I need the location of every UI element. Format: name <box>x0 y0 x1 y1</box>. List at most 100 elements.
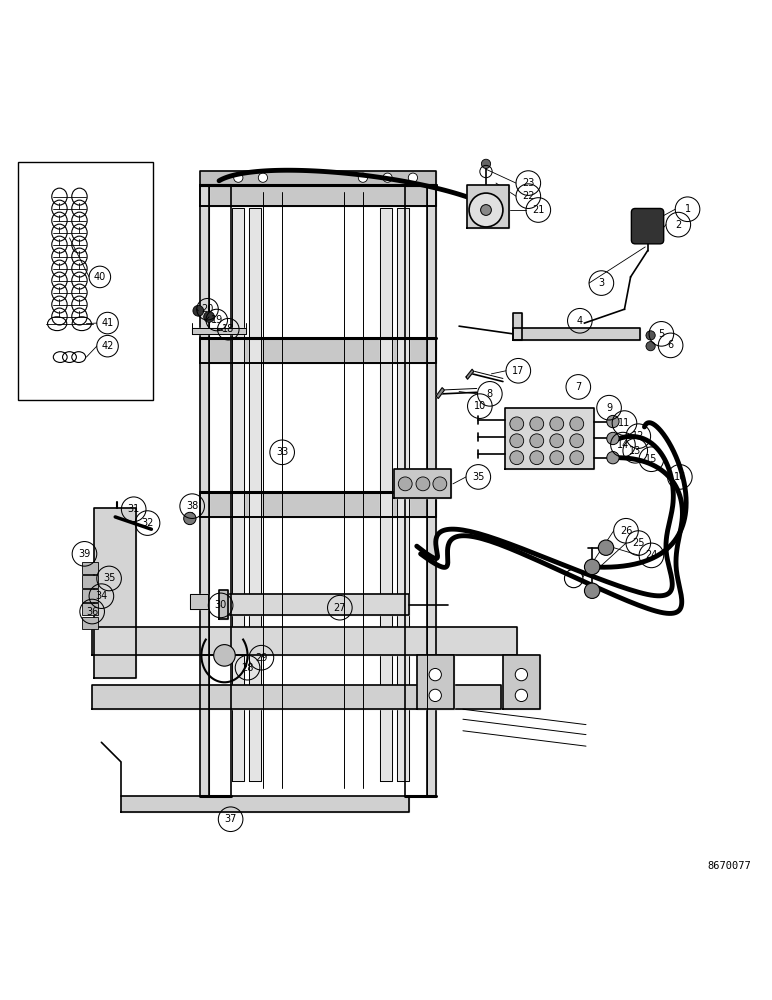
Polygon shape <box>120 796 409 812</box>
Text: 33: 33 <box>276 447 288 457</box>
Text: 27: 27 <box>334 603 346 613</box>
Polygon shape <box>467 185 509 228</box>
Text: 41: 41 <box>101 318 113 328</box>
Polygon shape <box>200 185 209 796</box>
Text: 35: 35 <box>103 573 115 583</box>
FancyBboxPatch shape <box>631 208 664 244</box>
Text: 18: 18 <box>222 324 235 334</box>
Circle shape <box>530 417 543 431</box>
Polygon shape <box>200 338 436 363</box>
Polygon shape <box>200 185 436 206</box>
Text: 13: 13 <box>629 446 642 456</box>
Text: 14: 14 <box>617 440 629 450</box>
Polygon shape <box>200 492 436 517</box>
Circle shape <box>358 173 367 182</box>
Text: 28: 28 <box>242 663 254 673</box>
Circle shape <box>584 559 600 575</box>
Polygon shape <box>249 208 262 781</box>
Polygon shape <box>513 313 522 340</box>
Circle shape <box>214 645 235 666</box>
Text: 20: 20 <box>201 304 214 314</box>
Polygon shape <box>394 469 452 498</box>
Polygon shape <box>219 590 229 619</box>
Text: 35: 35 <box>472 472 485 482</box>
Text: 1: 1 <box>685 204 691 214</box>
Text: 31: 31 <box>127 504 140 514</box>
Circle shape <box>584 583 600 598</box>
Text: 15: 15 <box>645 454 658 464</box>
Text: 3: 3 <box>598 278 604 288</box>
Polygon shape <box>380 208 392 781</box>
Circle shape <box>429 689 442 702</box>
Circle shape <box>398 477 412 491</box>
Text: 11: 11 <box>618 418 631 428</box>
Text: 8670077: 8670077 <box>708 861 751 871</box>
Circle shape <box>408 173 418 182</box>
Text: 34: 34 <box>95 591 107 601</box>
Text: 17: 17 <box>512 366 524 376</box>
Polygon shape <box>192 328 246 334</box>
Bar <box>19 162 153 400</box>
Text: 32: 32 <box>141 518 154 528</box>
Text: 2: 2 <box>676 220 682 230</box>
Polygon shape <box>505 408 594 469</box>
Circle shape <box>607 415 619 428</box>
Circle shape <box>234 173 243 182</box>
Polygon shape <box>427 185 436 796</box>
Text: 36: 36 <box>86 607 98 617</box>
Polygon shape <box>92 627 516 655</box>
Text: 24: 24 <box>645 550 658 560</box>
Text: 8: 8 <box>487 389 493 399</box>
Polygon shape <box>190 594 208 609</box>
Circle shape <box>570 451 584 465</box>
Text: 26: 26 <box>620 526 632 536</box>
Polygon shape <box>436 388 445 398</box>
Circle shape <box>433 477 447 491</box>
Polygon shape <box>466 369 474 379</box>
Circle shape <box>510 417 523 431</box>
Circle shape <box>481 205 492 215</box>
Bar <box>82 575 97 588</box>
Bar <box>82 603 97 615</box>
Circle shape <box>429 668 442 681</box>
Circle shape <box>204 312 215 322</box>
Text: 42: 42 <box>101 341 113 351</box>
Circle shape <box>482 159 491 168</box>
Circle shape <box>530 434 543 448</box>
Text: 10: 10 <box>474 401 486 411</box>
Bar <box>82 589 97 602</box>
Text: 4: 4 <box>577 316 583 326</box>
Text: 37: 37 <box>225 814 237 824</box>
Text: 7: 7 <box>575 382 581 392</box>
Circle shape <box>570 417 584 431</box>
Circle shape <box>607 432 619 445</box>
Circle shape <box>550 451 564 465</box>
Polygon shape <box>92 685 501 709</box>
Polygon shape <box>417 655 454 709</box>
Text: 19: 19 <box>211 315 223 325</box>
Circle shape <box>193 305 204 316</box>
Circle shape <box>515 668 527 681</box>
Text: 9: 9 <box>606 403 612 413</box>
Text: 22: 22 <box>522 191 534 201</box>
Circle shape <box>510 451 523 465</box>
Polygon shape <box>503 655 540 709</box>
Text: 38: 38 <box>186 501 198 511</box>
Circle shape <box>416 477 430 491</box>
Polygon shape <box>200 171 436 185</box>
Circle shape <box>469 193 503 227</box>
Circle shape <box>570 434 584 448</box>
Text: 5: 5 <box>659 329 665 339</box>
Text: 23: 23 <box>522 178 534 188</box>
Circle shape <box>515 689 527 702</box>
Polygon shape <box>232 208 245 781</box>
Circle shape <box>184 512 196 525</box>
Circle shape <box>598 540 614 555</box>
Bar <box>82 562 97 574</box>
Circle shape <box>646 331 655 340</box>
Circle shape <box>510 434 523 448</box>
Polygon shape <box>513 328 640 340</box>
Text: 40: 40 <box>93 272 106 282</box>
Text: 21: 21 <box>532 205 544 215</box>
Circle shape <box>383 173 392 182</box>
